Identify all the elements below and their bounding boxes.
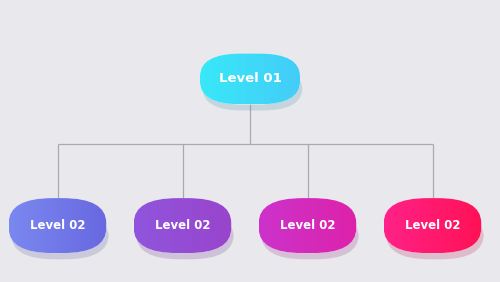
Text: Level 01: Level 01 bbox=[218, 72, 282, 85]
FancyBboxPatch shape bbox=[200, 54, 300, 104]
FancyBboxPatch shape bbox=[12, 213, 109, 259]
FancyBboxPatch shape bbox=[134, 198, 231, 253]
Text: Level 02: Level 02 bbox=[155, 219, 210, 232]
FancyBboxPatch shape bbox=[136, 213, 234, 259]
Text: Level 02: Level 02 bbox=[405, 219, 460, 232]
FancyBboxPatch shape bbox=[259, 198, 356, 253]
FancyBboxPatch shape bbox=[386, 213, 484, 259]
Text: Level 02: Level 02 bbox=[280, 219, 335, 232]
Text: Level 02: Level 02 bbox=[30, 219, 85, 232]
FancyBboxPatch shape bbox=[9, 198, 106, 253]
FancyBboxPatch shape bbox=[202, 67, 302, 111]
FancyBboxPatch shape bbox=[261, 213, 359, 259]
FancyBboxPatch shape bbox=[384, 198, 481, 253]
